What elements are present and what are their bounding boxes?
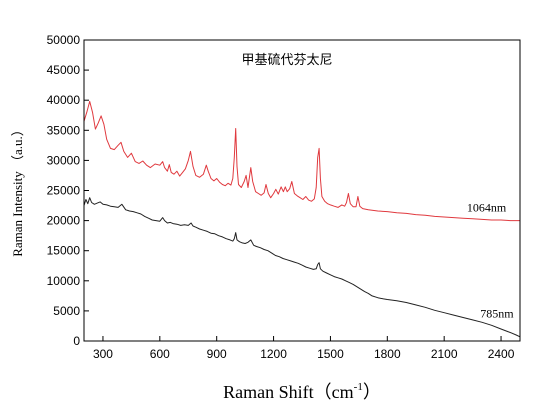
x-tick-label: 1800: [374, 347, 401, 361]
y-tick-label: 15000: [47, 244, 81, 258]
x-axis-title-superscript: -1: [354, 381, 363, 393]
y-tick-label: 10000: [47, 274, 81, 288]
x-tick-label: 2400: [488, 347, 515, 361]
y-tick-label: 40000: [47, 93, 81, 107]
series-line-1064nm: [83, 100, 520, 222]
x-tick-label: 300: [93, 347, 113, 361]
x-tick-label: 1500: [317, 347, 344, 361]
y-tick-label: 30000: [47, 153, 81, 167]
y-tick-label: 50000: [47, 33, 81, 47]
series-line-785nm: [83, 197, 521, 338]
y-tick-label: 0: [73, 334, 80, 348]
tick-layer: 300 600 900 1200 1500 1800 2100 2400 0 5000 10000 1…: [47, 33, 515, 361]
series-label-785nm: 785nm: [480, 307, 514, 321]
x-axis-title-close: ）: [363, 382, 381, 402]
x-tick-label: 600: [150, 347, 170, 361]
y-tick-label: 25000: [47, 184, 81, 198]
y-tick-label: 35000: [47, 123, 81, 137]
x-tick-label: 1200: [260, 347, 287, 361]
x-axis-title: Raman Shift（cm-1）: [223, 381, 381, 402]
y-tick-label: 5000: [53, 304, 80, 318]
chart-title: 甲基硫代芬太尼: [241, 53, 332, 68]
series-layer: [83, 100, 521, 338]
y-tick-label: 20000: [47, 214, 81, 228]
y-axis-title: Raman Intensity （a.u.）: [10, 123, 25, 257]
x-axis-title-text: Raman Shift（cm: [223, 382, 353, 402]
x-tick-label: 900: [207, 347, 227, 361]
series-label-1064nm: 1064nm: [467, 201, 507, 215]
y-tick-label: 45000: [47, 63, 81, 77]
x-tick-label: 2100: [431, 347, 458, 361]
